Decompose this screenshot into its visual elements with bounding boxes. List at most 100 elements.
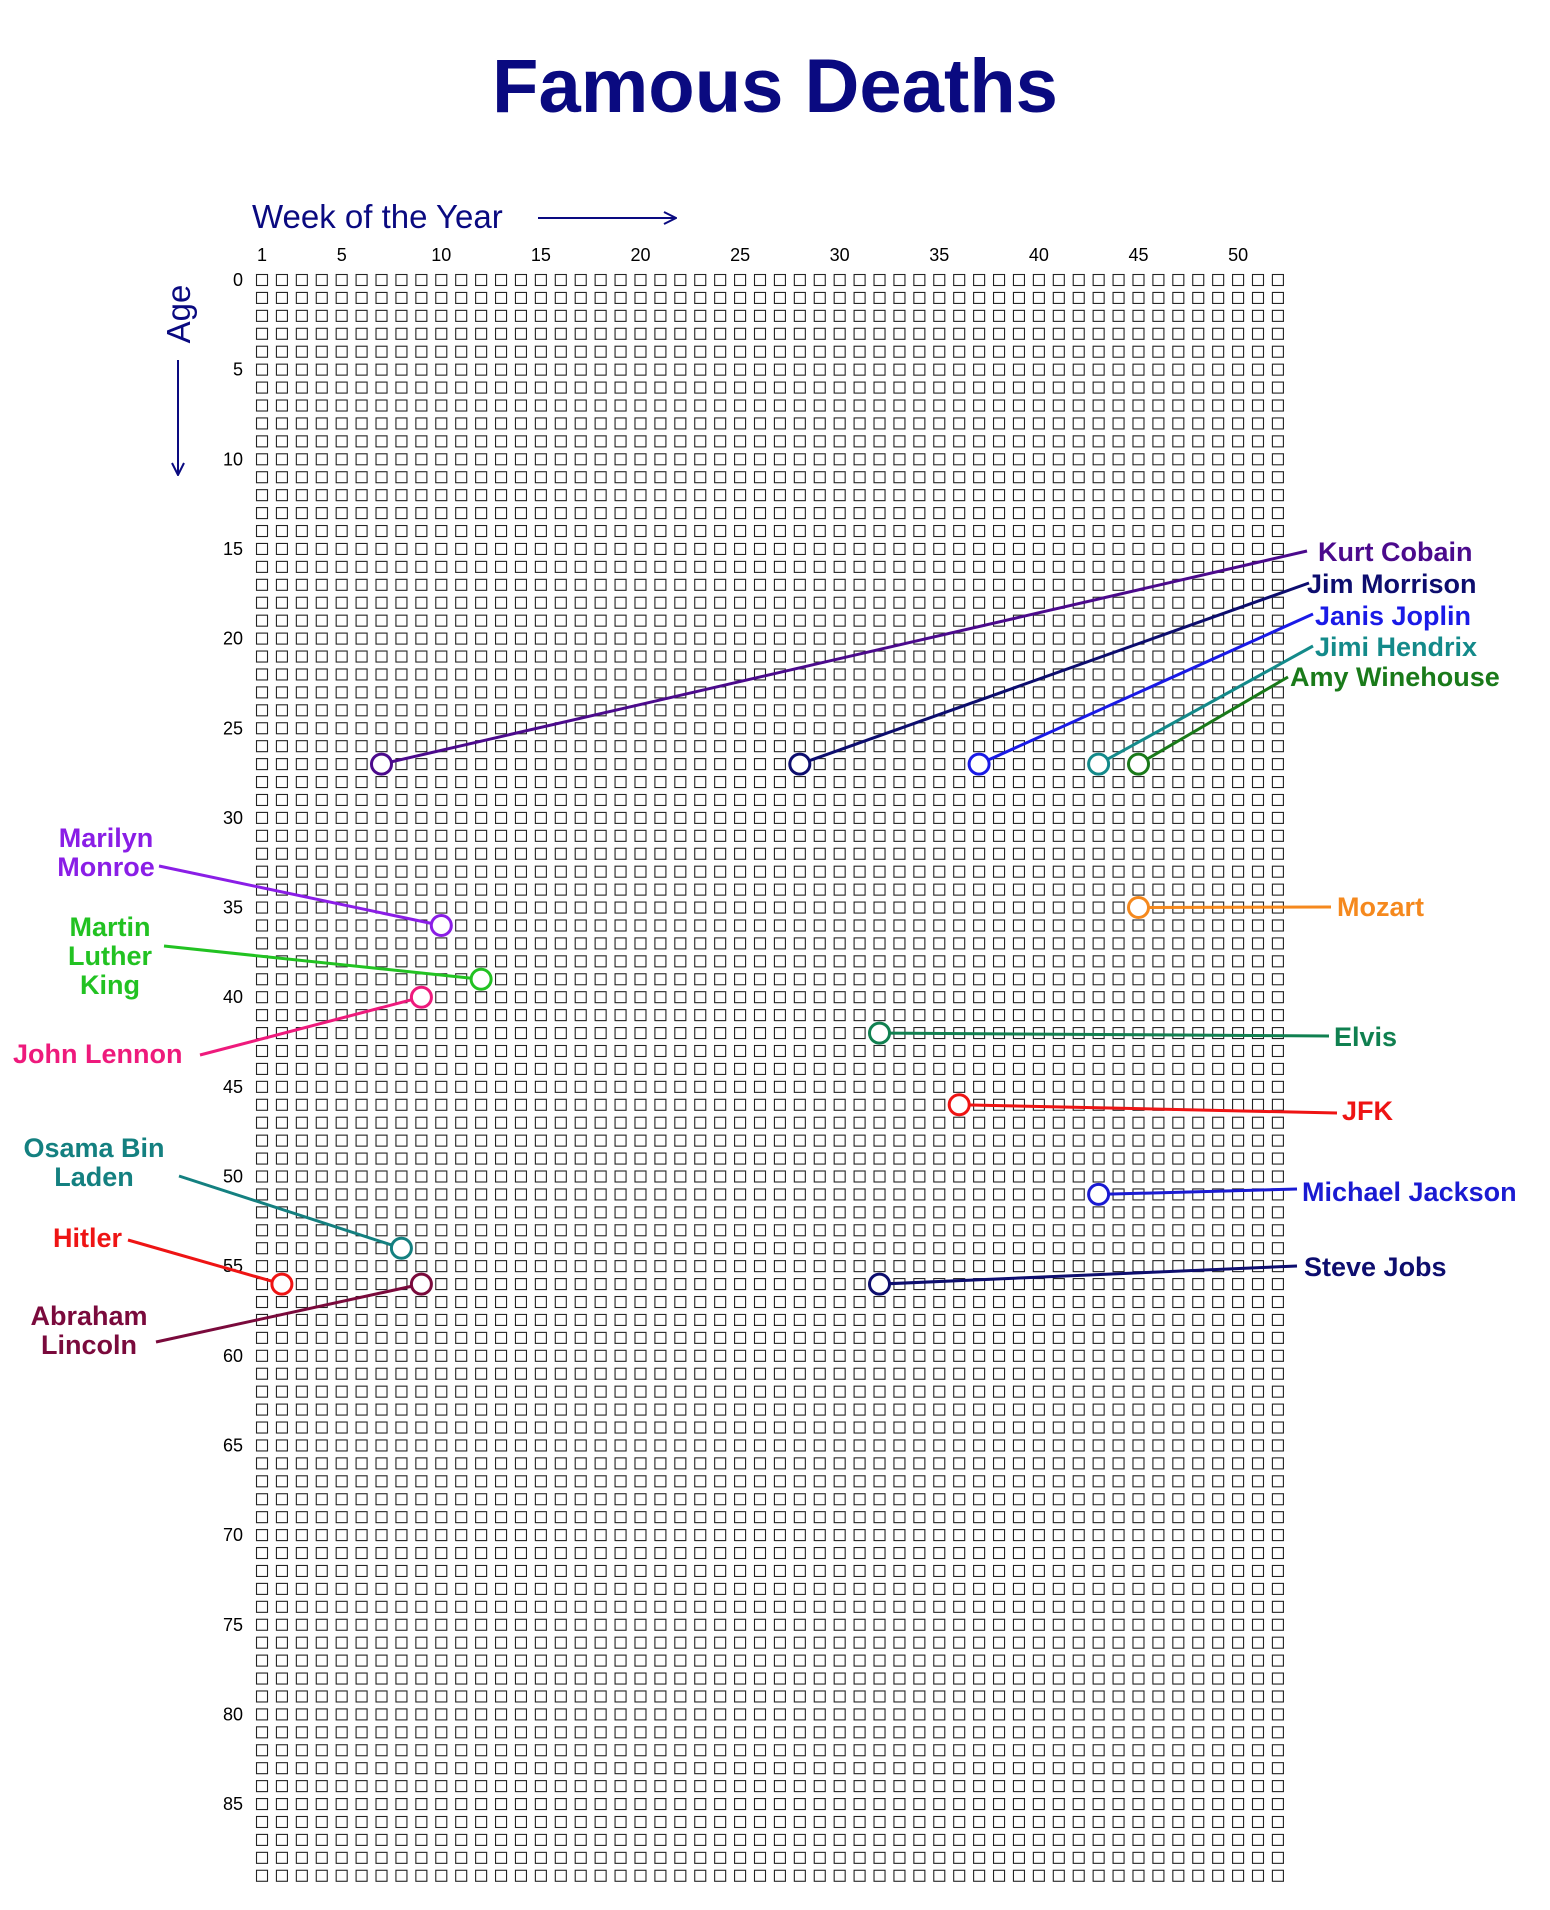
week-cell [455,991,468,1004]
week-cell [415,327,428,340]
week-cell [514,381,528,394]
week-cell [554,1295,567,1309]
week-cell [494,704,508,717]
week-cell [893,1546,906,1560]
week-cell [753,1062,767,1075]
week-cell [1012,847,1026,860]
week-cell [833,973,846,986]
week-cell [275,722,288,735]
week-cell [753,291,767,304]
week-cell [933,614,946,627]
week-cell [1251,1654,1265,1667]
week-cell [1012,1295,1026,1309]
week-cell [734,471,747,484]
week-cell [873,1511,886,1524]
week-cell [1172,542,1185,556]
week-cell [674,596,687,609]
week-cell [913,1295,926,1309]
week-cell [574,417,587,430]
week-cell [395,1493,408,1506]
week-cell [1072,1529,1085,1542]
week-cell [1152,453,1165,466]
week-cell [1132,1439,1145,1452]
week-cell [275,829,288,842]
week-cell [753,363,767,376]
week-cell [1271,489,1284,502]
week-cell [395,345,408,358]
week-cell [295,291,308,304]
week-cell [913,273,926,287]
week-cell [1032,1116,1045,1129]
week-cell [494,1690,508,1703]
week-cell [355,1546,368,1560]
week-cell [694,722,707,735]
week-cell [415,973,428,986]
week-cell [853,1009,866,1022]
week-cell [1112,381,1125,394]
week-cell [295,793,308,807]
week-cell [435,1654,448,1667]
week-cell [395,1780,408,1793]
week-cell [674,1080,687,1093]
week-cell [1112,1636,1125,1649]
week-cell [714,1618,727,1631]
week-cell [1112,1385,1125,1398]
week-cell [654,973,667,986]
week-cell [315,381,328,394]
week-cell [395,668,408,681]
week-cell [992,1511,1006,1524]
week-cell [833,1009,846,1022]
week-cell [734,1188,747,1201]
week-cell [634,560,647,573]
week-cell [1152,489,1165,502]
week-cell [335,829,348,842]
week-cell [753,1134,767,1147]
week-cell [853,1098,866,1111]
week-cell [674,704,687,717]
week-cell [415,1134,428,1147]
week-cell [833,1134,846,1147]
week-cell [813,650,826,663]
week-cell [973,1260,986,1273]
week-cell [514,650,528,663]
week-cell [773,1009,786,1022]
week-cell [275,1098,288,1111]
week-cell [813,1618,826,1631]
week-cell [933,560,946,573]
week-cell [953,1708,966,1721]
week-cell [614,722,627,735]
week-cell [335,1349,348,1362]
week-cell [1032,883,1045,896]
week-cell [753,614,767,627]
week-cell [1092,1421,1105,1434]
week-cell [1192,345,1205,358]
week-cell [355,1798,368,1811]
week-cell [1052,1403,1065,1416]
week-cell [1032,1242,1045,1255]
week-cell [375,1367,388,1380]
week-cell [435,399,448,412]
x-tick-label: 30 [830,245,850,265]
week-cell [674,1780,687,1793]
week-cell [654,327,667,340]
week-cell [1132,1511,1145,1524]
week-cell [873,1439,886,1452]
week-cell [455,309,468,322]
week-cell [614,1815,627,1829]
week-cell [714,1403,727,1416]
week-cell [315,1815,328,1829]
week-cell [475,793,488,807]
week-cell [1072,901,1085,914]
week-cell [574,1134,587,1147]
week-cell [355,417,368,430]
week-cell [1052,327,1065,340]
week-cell [494,1439,508,1452]
week-cell [514,1690,528,1703]
week-cell [534,973,547,986]
week-cell [853,1815,866,1829]
week-cell [614,1313,627,1326]
week-cell [275,632,288,645]
week-cell [1032,793,1045,807]
week-cell [375,489,388,502]
week-cell [853,399,866,412]
